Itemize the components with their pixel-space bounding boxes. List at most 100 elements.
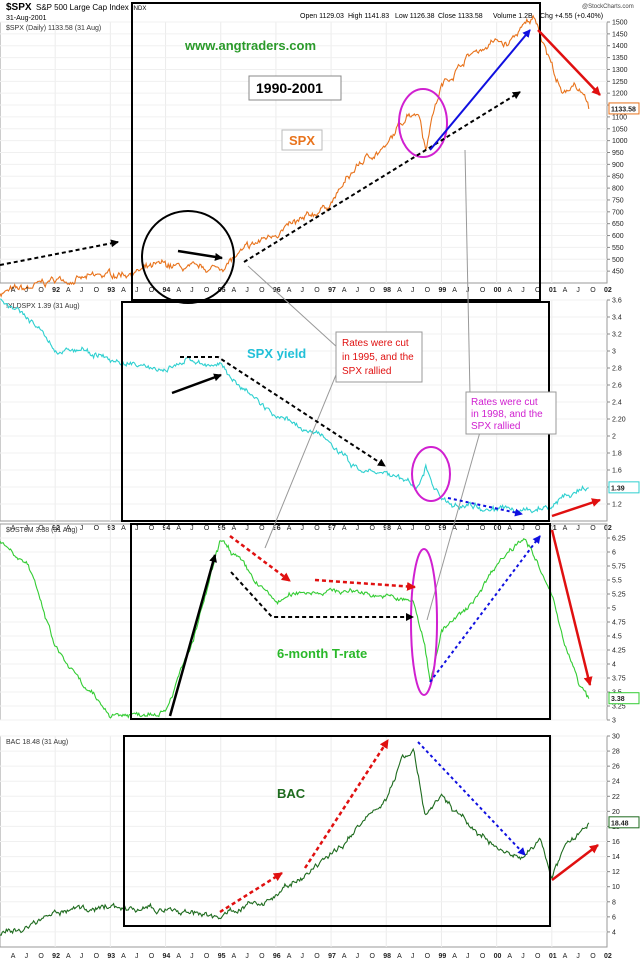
y-tick-label: 3.4 <box>612 315 622 322</box>
panel-title: $UST6M 3.38 (31 Aug) <box>6 527 78 534</box>
x-tick-label: A <box>342 287 347 294</box>
x-tick-label: O <box>590 953 596 960</box>
box-bac <box>123 735 551 927</box>
x-tick-label: O <box>425 525 431 532</box>
y-tick-label: 1.6 <box>612 468 622 475</box>
x-tick-label: 98 <box>383 525 391 532</box>
box-spx <box>131 2 541 301</box>
y-tick-label: 14 <box>612 854 620 861</box>
x-tick-label: O <box>314 287 320 294</box>
arrow-spx-rally <box>429 29 531 151</box>
last-value-badge <box>608 816 640 829</box>
x-tick-label: O <box>94 525 100 532</box>
x-tick-label: J <box>245 287 249 294</box>
x-tick-label: 99 <box>438 525 446 532</box>
x-tick-label: J <box>466 525 470 532</box>
x-tick-label: A <box>66 953 71 960</box>
x-tick-label: A <box>176 287 181 294</box>
x-tick-label: J <box>411 525 415 532</box>
x-tick-label: A <box>232 525 237 532</box>
y-tick-label: 26 <box>612 764 620 771</box>
x-tick-label: 02 <box>604 953 612 960</box>
x-tick-label: 93 <box>107 525 115 532</box>
arrow-trate-1995 <box>229 535 291 582</box>
x-tick-label: J <box>521 953 525 960</box>
high-value: High 1141.83 <box>348 13 389 20</box>
x-tick-label: O <box>259 525 265 532</box>
arrow-yield-1994 <box>171 373 222 395</box>
last-value-label: 1133.58 <box>611 106 636 113</box>
spx-label-box <box>281 129 323 151</box>
x-tick-label: O <box>38 287 44 294</box>
x-tick-label: 98 <box>383 953 391 960</box>
arrow-bac-rally <box>303 739 390 869</box>
y-tick-label: 1400 <box>612 43 628 50</box>
panel-title: !YLDSPX 1.39 (31 Aug) <box>6 303 80 310</box>
x-tick-label: 96 <box>273 287 281 294</box>
x-tick-label: J <box>301 953 305 960</box>
y-tick-label: 3.25 <box>612 704 626 711</box>
y-tick-label: 8 <box>612 899 616 906</box>
arrow-yield-2001 <box>551 498 601 518</box>
x-tick-label: O <box>480 953 486 960</box>
y-tick-label: 30 <box>612 734 620 741</box>
x-tick-label: O <box>480 287 486 294</box>
y-tick-label: 2.8 <box>612 366 622 373</box>
x-tick-label: 94 <box>163 953 171 960</box>
x-tick-label: J <box>25 287 29 294</box>
x-tick-label: O <box>425 953 431 960</box>
y-tick-label: 4 <box>612 929 616 936</box>
chart-header: $SPX S&P 500 Large Cap Index INDX 31-Aug… <box>6 2 634 22</box>
x-tick-label: 96 <box>273 953 281 960</box>
panel-title: $SPX (Daily) 1133.58 (31 Aug) <box>6 25 101 32</box>
arrow-trate-1997 <box>314 578 416 591</box>
arrow-yield-decline <box>180 356 386 467</box>
y-tick-label: 1250 <box>612 79 628 86</box>
x-tick-label: J <box>190 287 194 294</box>
y-tick-label: 2.6 <box>612 383 622 390</box>
x-axis-labels: A J O 92 A J O 93 A J O 94 A J O 95 A J O 96 A J O 97 A J O 98 A J O 99… <box>11 287 612 294</box>
x-tick-label: A <box>287 287 292 294</box>
x-tick-label: 99 <box>438 953 446 960</box>
arrow-bac-1995 <box>219 871 283 914</box>
x-tick-label: 93 <box>107 287 115 294</box>
x-tick-label: 92 <box>52 525 60 532</box>
y-tick-label: 650 <box>612 221 624 228</box>
bac-label: BAC <box>277 786 306 801</box>
x-tick-label: O <box>204 953 210 960</box>
x-tick-label: A <box>66 525 71 532</box>
leader-1995-a <box>247 265 339 349</box>
open-value: Open 1129.03 <box>300 13 344 20</box>
y-tick-label: 5.5 <box>612 578 622 585</box>
y-tick-label: 6 <box>612 914 616 921</box>
y-tick-label: 1350 <box>612 55 628 62</box>
x-tick-label: 93 <box>107 953 115 960</box>
y-tick-label: 550 <box>612 245 624 252</box>
callout-1998-line3: SPX rallied <box>471 421 520 432</box>
arrow-trate-rise <box>429 535 541 683</box>
y-tick-label: 6 <box>612 550 616 557</box>
y-tick-label: 4.25 <box>612 648 626 655</box>
arrow-spx-pre-trend <box>0 239 119 266</box>
x-tick-label: A <box>342 525 347 532</box>
x-tick-label: J <box>80 287 84 294</box>
x-tick-label: 92 <box>52 287 60 294</box>
y-tick-label: 750 <box>612 197 624 204</box>
x-tick-label: O <box>369 953 375 960</box>
last-value-badge <box>608 692 640 705</box>
x-tick-label: 96 <box>273 525 281 532</box>
x-tick-label: A <box>121 525 126 532</box>
callout-1998-line1: Rates were cut <box>471 397 538 408</box>
x-tick-label: 00 <box>494 953 502 960</box>
x-tick-label: A <box>507 287 512 294</box>
y-tick-label: 1450 <box>612 31 628 38</box>
trend-arrows <box>0 29 601 914</box>
panel-4: 4681012141618202224262830BAC 18.48 (31 A… <box>0 734 640 948</box>
x-tick-label: A <box>397 953 402 960</box>
y-tick-label: 3 <box>612 718 616 725</box>
callout-1998-box <box>465 391 557 435</box>
low-value: Low 1126.38 <box>395 13 435 20</box>
x-tick-label: 95 <box>218 525 226 532</box>
stockcharts-brand: @StockCharts.com <box>582 4 634 10</box>
